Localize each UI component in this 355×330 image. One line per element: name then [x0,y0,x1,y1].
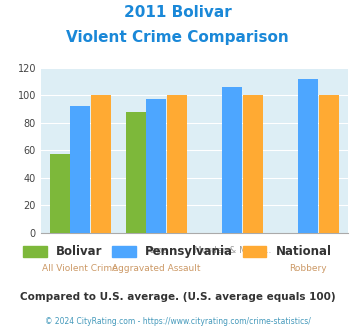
Bar [167,95,187,233]
Text: Murder & Mans...: Murder & Mans... [194,246,271,255]
Text: Rape: Rape [145,246,168,255]
Text: © 2024 CityRating.com - https://www.cityrating.com/crime-statistics/: © 2024 CityRating.com - https://www.city… [45,317,310,326]
Legend: Bolivar, Pennsylvania, National: Bolivar, Pennsylvania, National [18,241,337,263]
Text: Compared to U.S. average. (U.S. average equals 100): Compared to U.S. average. (U.S. average … [20,292,335,302]
Bar [91,95,111,233]
Bar [319,95,339,233]
Bar [50,154,70,233]
Bar [299,79,318,233]
Bar [71,106,90,233]
Bar [147,99,166,233]
Text: Robbery: Robbery [290,264,327,273]
Text: Aggravated Assault: Aggravated Assault [112,264,201,273]
Text: Violent Crime Comparison: Violent Crime Comparison [66,30,289,45]
Text: 2011 Bolivar: 2011 Bolivar [124,5,231,20]
Text: All Violent Crime: All Violent Crime [43,264,118,273]
Bar [243,95,263,233]
Bar [223,87,242,233]
Bar [126,112,146,233]
